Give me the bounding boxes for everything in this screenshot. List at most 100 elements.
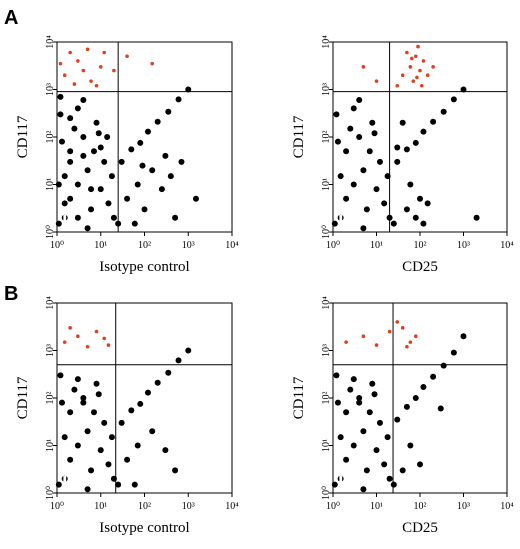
point bbox=[149, 167, 156, 174]
point bbox=[134, 442, 141, 449]
point bbox=[89, 79, 93, 83]
point bbox=[333, 111, 340, 118]
point bbox=[105, 461, 112, 468]
point bbox=[80, 97, 87, 104]
point bbox=[400, 73, 405, 78]
point bbox=[421, 59, 426, 63]
point bbox=[334, 399, 341, 406]
point bbox=[373, 447, 380, 454]
point bbox=[62, 340, 67, 344]
point bbox=[450, 349, 457, 356]
point bbox=[101, 158, 108, 165]
point bbox=[102, 336, 107, 341]
x-tick-label: 10³ bbox=[182, 501, 195, 512]
point bbox=[101, 419, 108, 426]
panel-letter: B bbox=[4, 283, 18, 305]
y-tick-label: 10⁰ bbox=[45, 225, 56, 239]
point bbox=[450, 96, 457, 103]
point bbox=[118, 419, 125, 426]
point bbox=[420, 128, 427, 135]
point bbox=[84, 225, 91, 232]
point bbox=[440, 108, 447, 115]
point bbox=[411, 79, 416, 83]
point bbox=[192, 195, 199, 202]
point bbox=[369, 380, 376, 387]
point bbox=[350, 181, 357, 188]
point bbox=[347, 125, 354, 132]
point bbox=[400, 326, 405, 330]
point bbox=[144, 128, 151, 135]
point bbox=[108, 173, 115, 180]
point bbox=[58, 61, 63, 66]
y-tick-label: 10¹ bbox=[45, 439, 56, 452]
point bbox=[80, 152, 87, 159]
point bbox=[418, 68, 422, 73]
point bbox=[71, 386, 78, 393]
point bbox=[417, 195, 423, 202]
y-tick-label: 10⁴ bbox=[45, 35, 56, 49]
x-tick-label: 10⁰ bbox=[50, 501, 64, 512]
point bbox=[424, 200, 431, 207]
point bbox=[94, 329, 99, 334]
point bbox=[67, 115, 74, 122]
x-tick-label: 10⁰ bbox=[326, 240, 340, 251]
y-tick-label: 10⁰ bbox=[321, 486, 332, 500]
point bbox=[420, 220, 427, 227]
x-tick-label: 10⁴ bbox=[225, 501, 239, 512]
point bbox=[105, 200, 112, 207]
point bbox=[420, 384, 427, 391]
point bbox=[108, 434, 115, 441]
point bbox=[93, 119, 100, 126]
subpanel-label: i bbox=[62, 209, 68, 231]
y-tick-label: 10² bbox=[45, 131, 56, 144]
point bbox=[360, 428, 367, 435]
point bbox=[71, 125, 78, 132]
point bbox=[134, 181, 141, 188]
point bbox=[343, 456, 350, 463]
point bbox=[93, 380, 100, 387]
point bbox=[57, 372, 64, 379]
point bbox=[394, 144, 401, 151]
point bbox=[430, 373, 437, 380]
point bbox=[131, 481, 138, 488]
point bbox=[408, 340, 413, 344]
point bbox=[102, 50, 107, 55]
point bbox=[337, 475, 344, 482]
point bbox=[185, 86, 192, 93]
point bbox=[407, 181, 414, 188]
point bbox=[58, 138, 65, 145]
point bbox=[403, 403, 410, 410]
y-tick-label: 10⁰ bbox=[321, 225, 332, 239]
point bbox=[381, 461, 388, 468]
point bbox=[413, 334, 418, 339]
point bbox=[430, 118, 437, 125]
y-tick-label: 10⁴ bbox=[321, 296, 332, 310]
point bbox=[74, 442, 81, 449]
point bbox=[128, 146, 135, 153]
point bbox=[175, 357, 182, 364]
x-tick-label: 10¹ bbox=[94, 240, 107, 251]
point bbox=[88, 467, 95, 474]
point bbox=[97, 144, 104, 151]
point bbox=[131, 220, 138, 227]
y-tick-label: 10¹ bbox=[45, 178, 56, 191]
point bbox=[361, 334, 366, 339]
point bbox=[361, 65, 366, 69]
point bbox=[343, 195, 350, 202]
point bbox=[118, 158, 125, 165]
point bbox=[115, 481, 122, 488]
point bbox=[97, 447, 104, 454]
point bbox=[124, 456, 131, 463]
y-tick-label: 10² bbox=[321, 392, 332, 405]
point bbox=[124, 195, 131, 202]
point bbox=[403, 146, 410, 153]
point bbox=[350, 376, 357, 383]
x-axis-label: Isotype control bbox=[99, 259, 189, 275]
point bbox=[172, 467, 179, 474]
panel-letter: A bbox=[4, 7, 18, 29]
point bbox=[104, 134, 111, 140]
point bbox=[412, 139, 419, 146]
point bbox=[158, 186, 165, 193]
point bbox=[80, 399, 87, 406]
point bbox=[337, 173, 344, 180]
